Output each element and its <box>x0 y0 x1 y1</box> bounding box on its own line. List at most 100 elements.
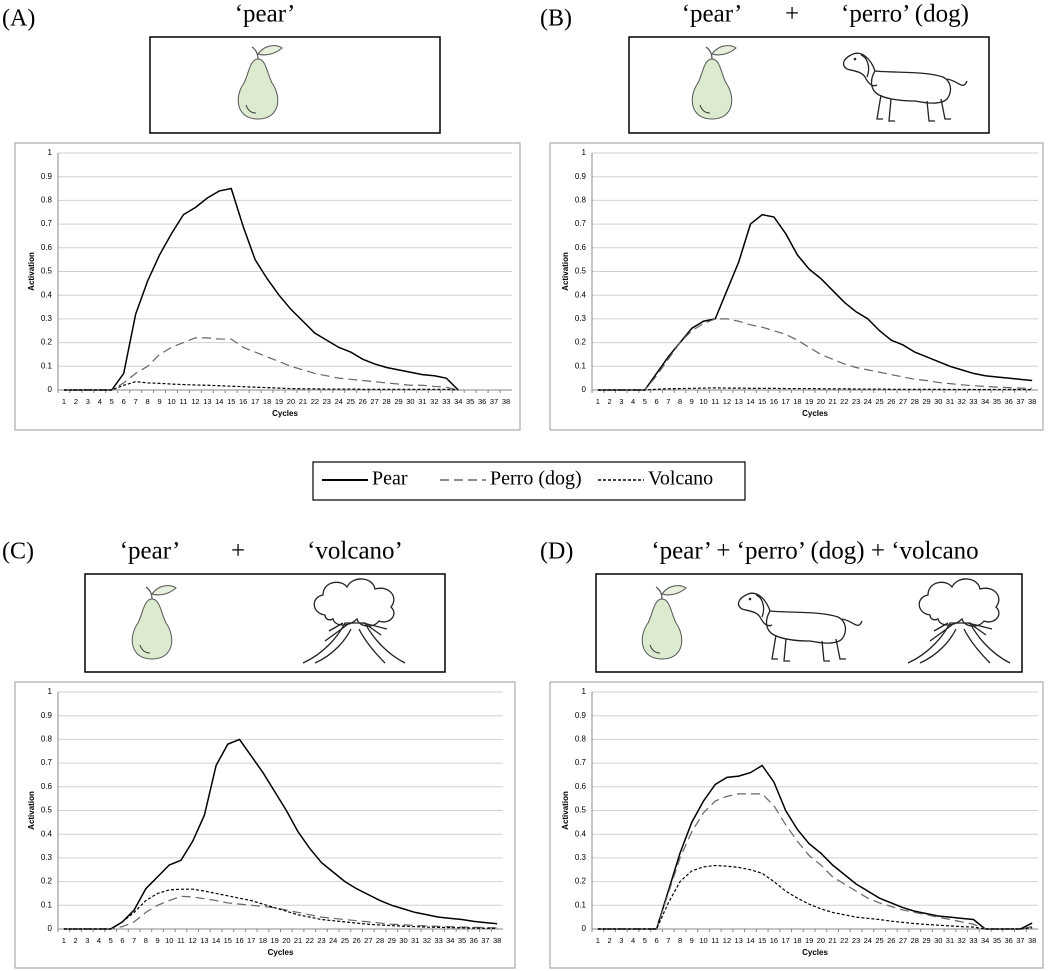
x-tick-label: 16 <box>239 397 247 406</box>
x-tick-label: 24 <box>864 397 872 406</box>
x-tick-label: 17 <box>781 936 789 945</box>
x-tick-label: 11 <box>177 936 185 945</box>
x-tick-label: 23 <box>852 936 860 945</box>
x-tick-label: 29 <box>922 936 930 945</box>
x-tick-label: 27 <box>899 936 907 945</box>
x-tick-label: 16 <box>770 397 778 406</box>
pear-mark <box>699 104 711 114</box>
x-tick-label: 26 <box>352 936 360 945</box>
y-tick-label: 0.9 <box>575 711 587 720</box>
legend-label: Perro (dog) <box>490 468 582 490</box>
x-tick-label: 14 <box>746 397 754 406</box>
x-tick-label: 9 <box>690 936 694 945</box>
pear-stem <box>251 46 259 60</box>
x-tick-label: 10 <box>699 936 707 945</box>
pear-leaf <box>711 45 737 56</box>
x-tick-label: 38 <box>1028 397 1036 406</box>
y-tick-label: 0.8 <box>575 196 587 205</box>
x-tick-label: 35 <box>458 936 466 945</box>
x-tick-label: 30 <box>399 936 407 945</box>
pear-mark <box>649 644 661 654</box>
panel-title: ‘pear’ <box>235 1 296 28</box>
volcano-spray <box>929 622 993 642</box>
x-tick-label: 32 <box>958 936 966 945</box>
x-tick-label: 12 <box>188 936 196 945</box>
y-tick-label: 0 <box>48 924 53 933</box>
y-tick-label: 0.1 <box>41 900 53 909</box>
x-tick-label: 1 <box>596 397 600 406</box>
x-tick-label: 26 <box>887 936 895 945</box>
x-tick-label: 7 <box>134 397 138 406</box>
x-tick-label: 23 <box>317 936 325 945</box>
chart-frame <box>14 142 521 431</box>
series-line <box>597 793 1033 930</box>
y-tick-label: 0 <box>48 385 53 394</box>
x-tick-label: 13 <box>200 936 208 945</box>
x-tick-label: 21 <box>294 936 302 945</box>
x-tick-label: 33 <box>969 936 977 945</box>
pear-leaf <box>661 585 687 596</box>
x-tick-label: 37 <box>1016 397 1024 406</box>
x-tick-label: 25 <box>875 397 883 406</box>
panel-label: (A) <box>2 6 35 32</box>
y-tick-label: 0.4 <box>41 290 53 299</box>
y-tick-label: 0.6 <box>575 243 587 252</box>
series-line <box>597 213 1033 391</box>
x-tick-label: 28 <box>911 936 919 945</box>
x-tick-label: 9 <box>157 397 161 406</box>
x-tick-label: 14 <box>215 397 223 406</box>
pear-body <box>641 598 683 660</box>
x-tick-label: 3 <box>85 936 89 945</box>
x-tick-label: 28 <box>376 936 384 945</box>
x-tick-label: 1 <box>596 936 600 945</box>
x-tick-label: 14 <box>746 936 754 945</box>
x-tick-label: 37 <box>481 936 489 945</box>
x-tick-label: 37 <box>1016 936 1024 945</box>
series-line <box>63 381 459 391</box>
x-tick-label: 7 <box>666 936 670 945</box>
x-tick-label: 11 <box>711 397 719 406</box>
x-tick-label: 21 <box>299 397 307 406</box>
x-tick-label: 35 <box>993 397 1001 406</box>
x-tick-label: 26 <box>887 397 895 406</box>
x-tick-label: 9 <box>155 936 159 945</box>
x-tick-label: 16 <box>235 936 243 945</box>
x-tick-label: 12 <box>723 397 731 406</box>
y-tick-label: 0.7 <box>41 219 53 228</box>
x-tick-label: 19 <box>270 936 278 945</box>
y-axis-label: Activation <box>27 791 36 830</box>
x-tick-label: 22 <box>840 397 848 406</box>
x-tick-label: 21 <box>828 936 836 945</box>
x-tick-label: 2 <box>73 936 77 945</box>
pear-mark <box>139 644 151 654</box>
dog-tail <box>946 78 968 86</box>
x-tick-label: 1 <box>62 397 66 406</box>
chart-frame <box>14 681 516 969</box>
pear-body <box>237 58 279 120</box>
y-tick-label: 0.7 <box>575 219 587 228</box>
x-tick-label: 3 <box>619 936 623 945</box>
pear-icon <box>641 585 687 660</box>
x-tick-label: 8 <box>144 936 148 945</box>
x-tick-label: 20 <box>817 936 825 945</box>
x-tick-label: 20 <box>282 936 290 945</box>
y-tick-label: 0.6 <box>41 782 53 791</box>
x-tick-label: 21 <box>828 397 836 406</box>
x-tick-label: 22 <box>306 936 314 945</box>
pear-stem <box>705 46 713 60</box>
y-tick-label: 0.9 <box>41 172 53 181</box>
x-tick-label: 24 <box>864 936 872 945</box>
pear-leaf <box>151 585 177 596</box>
x-tick-label: 19 <box>275 397 283 406</box>
x-tick-label: 31 <box>418 397 426 406</box>
x-tick-label: 6 <box>654 936 658 945</box>
x-tick-label: 4 <box>97 936 101 945</box>
x-tick-label: 8 <box>678 397 682 406</box>
x-tick-label: 5 <box>109 936 113 945</box>
legend: Pear Perro (dog) Volcano <box>312 461 746 501</box>
y-tick-label: 0.9 <box>575 172 587 181</box>
x-tick-label: 1 <box>62 936 66 945</box>
panel: (A) ‘pear’00.10.20.30.40.50.60.70.80.911 2… <box>2 1 521 431</box>
pear-leaf <box>257 45 283 56</box>
